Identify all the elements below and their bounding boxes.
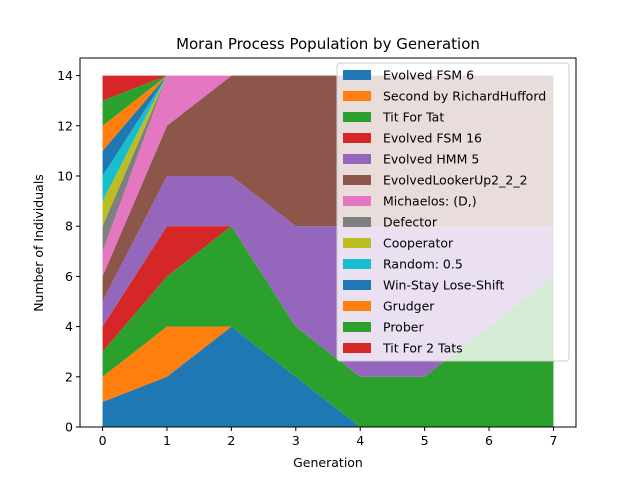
legend-label-10: Win-Stay Lose-Shift (383, 278, 504, 293)
legend-label-6: Michaelos: (D,) (383, 194, 477, 209)
x-tick-label: 7 (549, 433, 557, 448)
x-tick-label: 4 (356, 433, 364, 448)
y-axis-label: Number of Individuals (31, 174, 46, 312)
legend-swatch-5 (343, 175, 371, 185)
legend-label-12: Prober (383, 320, 424, 335)
legend-swatch-8 (343, 238, 371, 248)
legend-swatch-10 (343, 280, 371, 290)
x-tick-label: 3 (292, 433, 300, 448)
x-tick-label: 2 (227, 433, 235, 448)
legend-swatch-9 (343, 259, 371, 269)
legend-label-9: Random: 0.5 (383, 257, 463, 272)
chart-title: Moran Process Population by Generation (176, 35, 480, 53)
legend-label-1: Second by RichardHufford (383, 89, 546, 104)
y-tick-label: 14 (57, 68, 73, 83)
y-tick-label: 10 (57, 168, 73, 183)
y-tick-label: 0 (65, 420, 73, 435)
legend-label-2: Tit For Tat (382, 110, 444, 125)
legend-swatch-11 (343, 301, 371, 311)
y-tick-label: 12 (57, 118, 73, 133)
x-tick-label: 5 (421, 433, 429, 448)
legend: Evolved FSM 6 Second by RichardHufford Tit… (336, 62, 570, 362)
legend-swatch-12 (343, 322, 371, 332)
y-tick-label: 8 (65, 219, 73, 234)
legend-label-4: Evolved HMM 5 (383, 152, 479, 167)
legend-label-5: EvolvedLookerUp2_2_2 (383, 173, 528, 188)
legend-label-0: Evolved FSM 6 (383, 68, 474, 83)
legend-label-7: Defector (383, 215, 438, 230)
legend-swatch-7 (343, 217, 371, 227)
area-series-0 (102, 326, 554, 427)
legend-box (336, 62, 570, 362)
legend-swatch-13 (343, 343, 371, 353)
area-series-13 (102, 75, 554, 101)
legend-swatch-2 (343, 112, 371, 122)
x-tick-label: 6 (485, 433, 493, 448)
y-tick-label: 4 (65, 319, 73, 334)
x-tick-label: 1 (163, 433, 171, 448)
legend-label-11: Grudger (383, 299, 435, 314)
legend-label-8: Cooperator (383, 236, 454, 251)
legend-swatch-0 (343, 70, 371, 80)
legend-swatch-1 (343, 91, 371, 101)
x-axis-label: Generation (293, 455, 363, 470)
legend-swatch-4 (343, 154, 371, 164)
plot-frame (79, 57, 577, 428)
x-tick-label: 0 (99, 433, 107, 448)
legend-label-3: Evolved FSM 16 (383, 131, 482, 146)
legend-swatch-3 (343, 133, 371, 143)
y-tick-label: 2 (65, 369, 73, 384)
legend-swatch-6 (343, 196, 371, 206)
legend-label-13: Tit For 2 Tats (382, 341, 463, 356)
area-series-2 (102, 226, 554, 427)
y-tick-label: 6 (65, 269, 73, 284)
